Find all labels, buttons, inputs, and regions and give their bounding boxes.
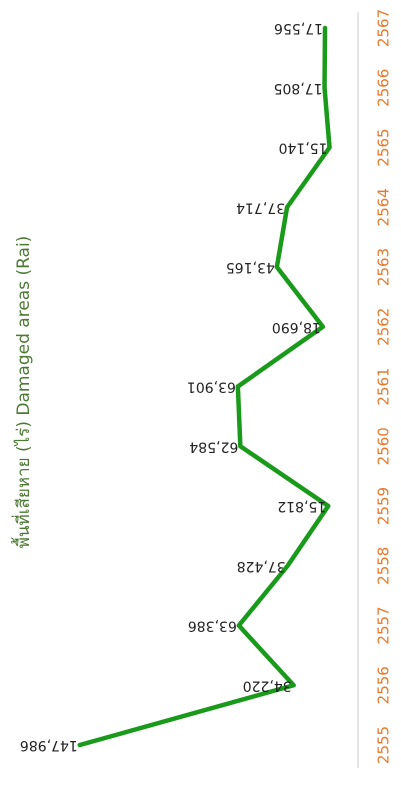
data-label: 18,690 bbox=[272, 319, 321, 335]
data-label: 17,556 bbox=[274, 20, 323, 36]
data-label: 15,812 bbox=[277, 498, 326, 514]
data-label: 15,140 bbox=[279, 140, 328, 156]
data-label: 62,584 bbox=[189, 438, 238, 454]
x-tick-label: 2558 bbox=[375, 547, 393, 585]
x-tick-label: 2557 bbox=[375, 606, 393, 644]
x-tick-label: 2560 bbox=[375, 427, 393, 465]
axis-title: พื้นที่เสียหาย (ไร่) Damaged areas (Rai) bbox=[11, 236, 34, 549]
data-label: 147,986 bbox=[20, 737, 78, 753]
x-tick-label: 2556 bbox=[375, 666, 393, 704]
x-tick-label: 2564 bbox=[375, 188, 393, 226]
x-tick-label: 2565 bbox=[375, 128, 393, 166]
x-tick-label: 2562 bbox=[375, 308, 393, 346]
data-line bbox=[77, 25, 332, 748]
data-label: 17,805 bbox=[274, 80, 323, 96]
x-tick-label: 2563 bbox=[375, 248, 393, 286]
data-label: 63,901 bbox=[187, 379, 236, 395]
x-tick-label: 2567 bbox=[375, 9, 393, 47]
data-label: 63,386 bbox=[188, 618, 237, 634]
x-tick-label: 2559 bbox=[375, 487, 393, 525]
data-label: 34,220 bbox=[243, 677, 292, 693]
data-label: 37,428 bbox=[237, 558, 286, 574]
x-tick-label: 2561 bbox=[375, 367, 393, 405]
x-tick-label: 2566 bbox=[375, 69, 393, 107]
data-label: 37,714 bbox=[236, 199, 285, 215]
data-label: 43,165 bbox=[226, 259, 275, 275]
x-tick-label: 2555 bbox=[375, 726, 393, 764]
